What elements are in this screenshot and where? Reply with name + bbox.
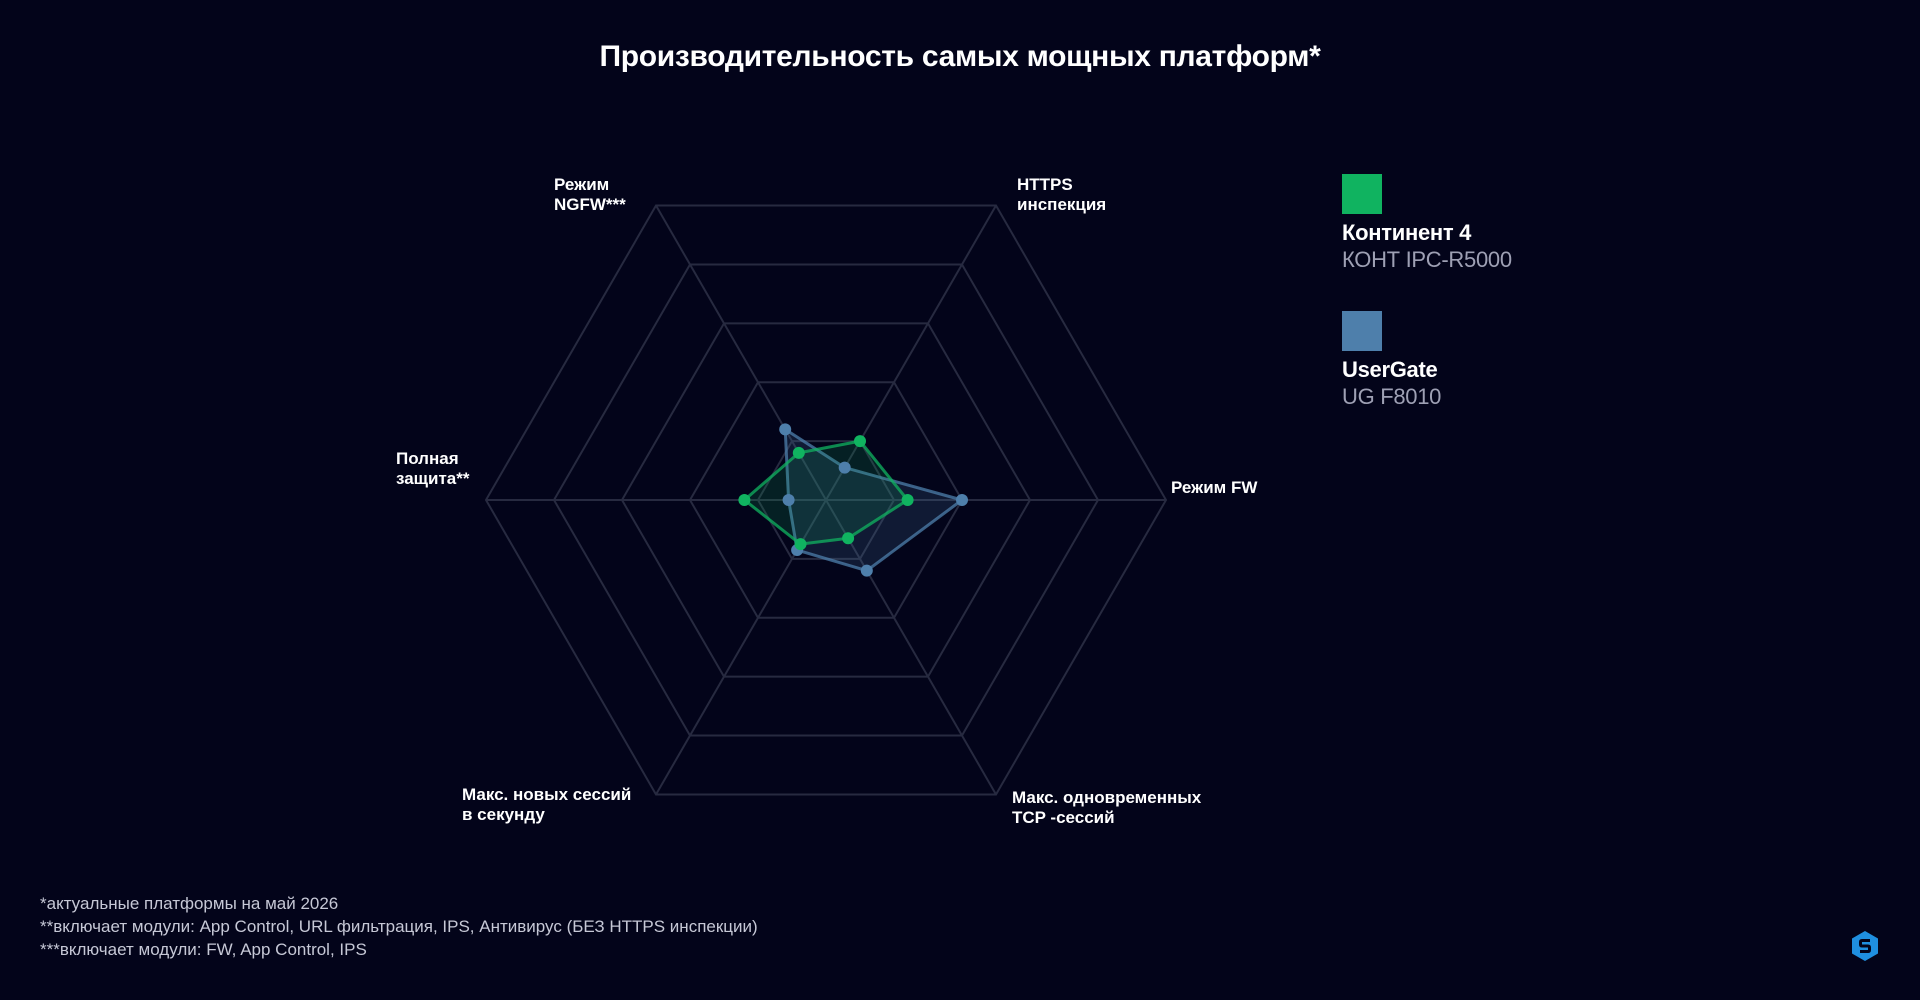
footnotes: *актуальные платформы на май 2026 **вклю… [40, 892, 758, 961]
shield-logo-icon [1852, 931, 1878, 961]
legend-swatch-kontinent [1342, 174, 1382, 214]
grid-spoke-6 [825, 499, 997, 795]
radar-series [738, 423, 968, 577]
legend-swatch-usergate [1342, 311, 1382, 351]
page-title: Производительность самых мощных платформ… [599, 40, 1321, 73]
legend-item-kontinent[interactable]: Континент 4 КОНТ IPC-R5000 [1342, 174, 1512, 273]
footnote-1: *актуальные платформы на май 2026 [40, 894, 339, 913]
data-point-usergate-6[interactable] [860, 564, 873, 577]
data-point-usergate-2[interactable] [838, 461, 851, 474]
data-point-usergate-3[interactable] [779, 423, 792, 436]
footnote-3: ***включает модули: FW, App Control, IPS [40, 940, 367, 959]
data-point-kontinent-1[interactable] [901, 494, 914, 506]
axis-label-4: Полная защита** [396, 449, 470, 488]
data-point-usergate-1[interactable] [956, 494, 968, 506]
data-point-kontinent-2[interactable] [854, 435, 866, 448]
axis-label-3: Режим NGFW*** [554, 175, 626, 214]
legend-model: КОНТ IPC-R5000 [1342, 247, 1512, 272]
data-point-kontinent-6[interactable] [842, 532, 855, 545]
legend: Континент 4 КОНТ IPC-R5000 UserGate UG F… [1342, 174, 1512, 448]
data-point-kontinent-4[interactable] [738, 494, 751, 506]
axis-label-5: Макс. новых сессий в секунду [462, 785, 632, 824]
axis-label-1: Режим FW [1171, 478, 1258, 497]
axis-label-6: Макс. одновременных TCP -сессий [1012, 788, 1202, 827]
data-point-kontinent-5[interactable] [794, 538, 807, 551]
footnote-2: **включает модули: App Control, URL филь… [40, 917, 758, 936]
axis-label-2: HTTPS инспекция [1017, 175, 1107, 214]
legend-name: UserGate [1342, 357, 1438, 382]
legend-model: UG F8010 [1342, 384, 1442, 409]
data-point-usergate-4[interactable] [782, 494, 795, 506]
grid-spoke-2 [825, 205, 997, 501]
data-point-kontinent-3[interactable] [792, 446, 805, 459]
legend-item-usergate[interactable]: UserGate UG F8010 [1342, 311, 1512, 410]
legend-name: Континент 4 [1342, 220, 1472, 245]
